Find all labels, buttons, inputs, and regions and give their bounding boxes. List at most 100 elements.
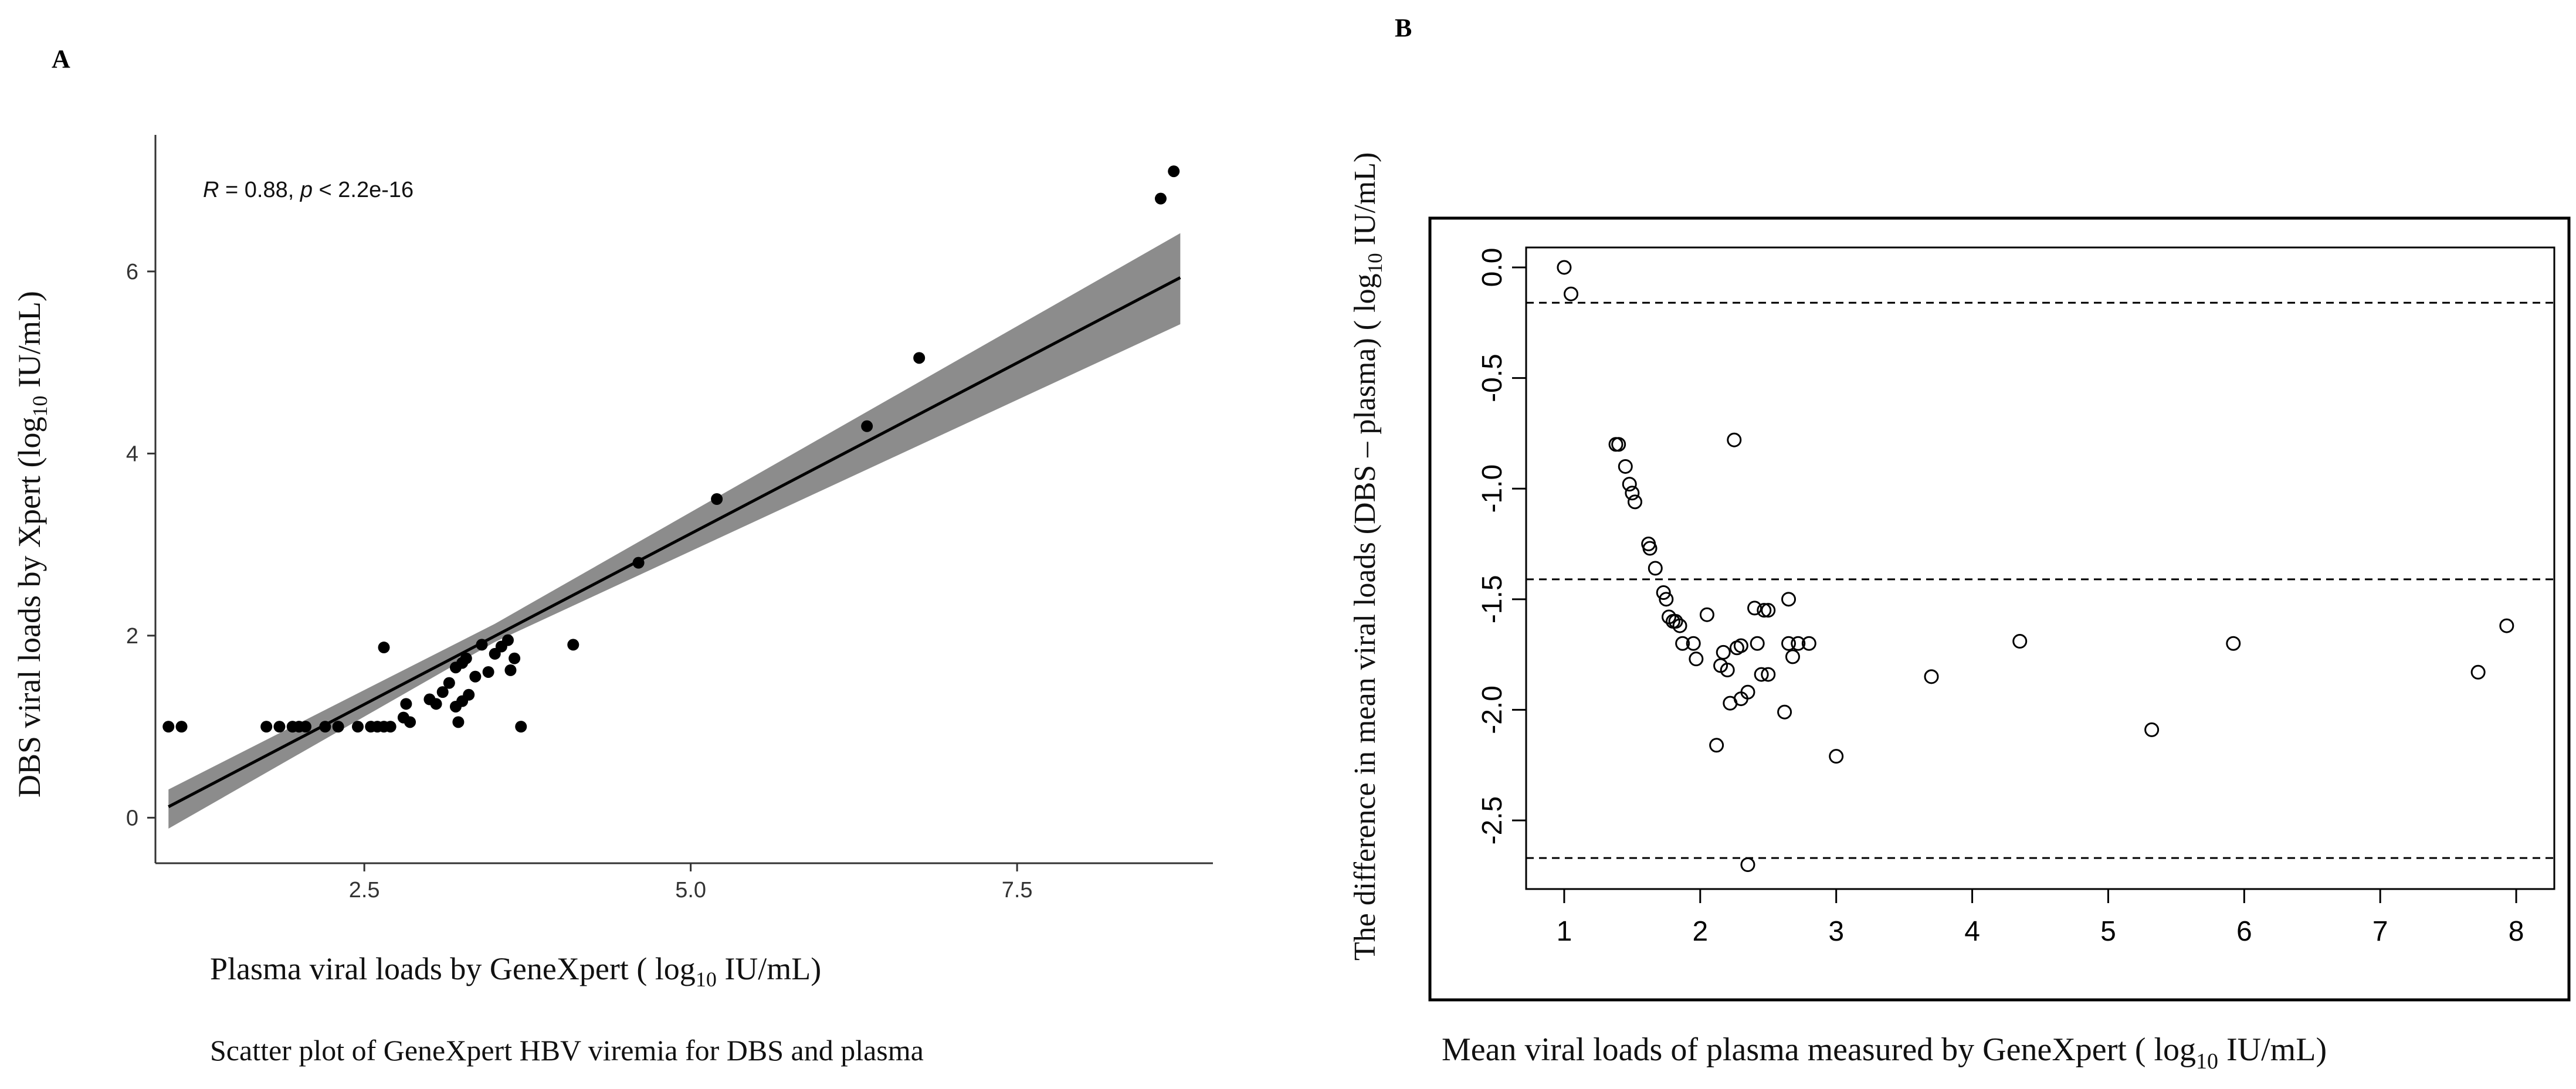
data-point <box>2499 618 2514 633</box>
data-point <box>567 639 579 651</box>
panel-b-points <box>1557 260 2514 873</box>
data-point <box>632 557 645 569</box>
panel-a-x-label-unit: IU/mL) <box>717 951 821 986</box>
y-tick-label: 6 <box>126 260 138 284</box>
data-point <box>1747 601 1762 616</box>
data-point <box>1625 486 1640 501</box>
panel-b-y-ticks: 0.0 -0.5 -1.0 -1.5 -2.0 -2.5 <box>1477 248 1526 845</box>
panel-b: B 1 2 3 4 5 6 7 8 0.0 -0.5 -1.0 -1.5 -2.0 -2.5 The d… <box>1348 13 2571 1074</box>
data-point <box>1648 561 1663 576</box>
data-point <box>1740 684 1755 700</box>
panel-a-y-label-sub: 10 <box>28 396 52 417</box>
panel-a-label: A <box>52 45 70 73</box>
data-point <box>1656 585 1671 600</box>
data-point <box>1628 494 1643 510</box>
data-point <box>1754 667 1769 682</box>
data-point <box>463 688 475 701</box>
data-point <box>1924 669 1939 684</box>
data-point <box>1727 432 1742 447</box>
data-point <box>1564 286 1579 301</box>
panel-b-x-label-sub: 10 <box>2196 1049 2218 1074</box>
panel-a-annotation: R = 0.88, p < 2.2e-16 <box>203 178 413 202</box>
panel-a-y-label-unit: IU/mL) <box>12 291 47 395</box>
annotation-p-text: < 2.2e-16 <box>313 178 413 202</box>
data-point <box>1611 437 1626 452</box>
data-point <box>162 721 175 733</box>
data-point <box>482 666 494 678</box>
y-tick-label: -1.0 <box>1477 464 1508 513</box>
data-point <box>1642 541 1658 556</box>
panel-b-x-label: Mean viral loads of plasma measured by G… <box>1442 1032 2327 1074</box>
data-point <box>260 721 273 733</box>
annotation-r-text: = 0.88, <box>219 178 300 202</box>
data-point <box>502 634 514 646</box>
panel-b-y-label-sub: 10 <box>1364 253 1387 273</box>
data-point <box>1659 592 1674 607</box>
data-point <box>913 352 926 364</box>
data-point <box>2470 664 2486 680</box>
y-tick-label: 0 <box>126 806 138 830</box>
data-point <box>1689 652 1704 667</box>
data-point <box>404 716 416 728</box>
panel-a-y-label-main: DBS viral loads by Xpert (log <box>12 417 47 798</box>
panel-b-outer-frame <box>1428 216 2571 1002</box>
panel-b-x-label-unit: IU/mL) <box>2218 1032 2327 1068</box>
data-point <box>1757 603 1772 618</box>
x-tick-label: 1 <box>1557 916 1572 947</box>
data-point <box>515 721 527 733</box>
data-point <box>1668 614 1683 629</box>
data-point <box>1709 738 1724 753</box>
data-point <box>1154 192 1167 205</box>
data-point <box>1720 663 1735 678</box>
data-point <box>436 686 449 698</box>
data-point <box>443 677 455 689</box>
data-point <box>299 721 311 733</box>
panel-a-axes <box>154 135 1213 864</box>
data-point <box>1801 636 1816 651</box>
data-point <box>1785 649 1800 664</box>
data-point <box>2012 633 2028 649</box>
y-tick-label: 4 <box>126 442 138 466</box>
data-point <box>384 721 396 733</box>
data-point <box>332 721 344 733</box>
data-point <box>2226 636 2241 651</box>
x-tick-label: 8 <box>2509 916 2524 947</box>
data-point <box>1777 704 1792 720</box>
panel-a-x-ticks: 2.5 5.0 7.5 <box>349 863 1033 903</box>
data-point <box>1761 667 1776 682</box>
x-tick-label: 7.5 <box>1002 878 1033 903</box>
data-point <box>504 664 517 676</box>
data-point <box>452 716 465 728</box>
panel-a-x-label-main: Plasma viral loads by GeneXpert ( log <box>210 951 696 986</box>
data-point <box>469 670 482 683</box>
y-tick-label: -2.0 <box>1477 686 1508 734</box>
x-tick-label: 3 <box>1828 916 1844 947</box>
data-point <box>1781 636 1797 651</box>
data-point <box>1733 638 1748 653</box>
panel-b-y-label: The difference in mean viral loads (DBS … <box>1348 152 1387 961</box>
data-point <box>273 721 286 733</box>
data-point <box>1740 857 1755 873</box>
panel-a-regression-line <box>168 276 1181 808</box>
panel-a-caption: Scatter plot of GeneXpert HBV viremia fo… <box>210 1034 924 1067</box>
panel-b-x-ticks: 1 2 3 4 5 6 7 8 <box>1557 889 2524 947</box>
data-point <box>430 698 442 710</box>
regression-line <box>168 276 1181 808</box>
data-point <box>476 639 488 651</box>
panel-a-y-label: DBS viral loads by Xpert (log10 IU/mL) <box>12 291 52 798</box>
data-point <box>1750 636 1765 651</box>
panel-a: A 2.5 5.0 7.5 0 2 4 6 R = 0.88, p < 2.2e-16 D… <box>12 45 1213 1067</box>
x-tick-label: 7 <box>2372 916 2388 947</box>
x-tick-label: 5.0 <box>675 878 706 903</box>
y-tick-label: -1.5 <box>1477 575 1508 623</box>
panel-b-plot-box <box>1525 246 2555 890</box>
panel-b-x-label-main: Mean viral loads of plasma measured by G… <box>1442 1032 2196 1068</box>
confidence-band-area <box>168 233 1181 829</box>
y-tick-label: -2.5 <box>1477 796 1508 845</box>
data-point <box>1675 636 1690 651</box>
data-point <box>509 652 521 664</box>
data-point <box>1781 592 1797 607</box>
x-tick-label: 2.5 <box>349 878 380 903</box>
panel-a-x-label: Plasma viral loads by GeneXpert ( log10 … <box>210 951 821 991</box>
